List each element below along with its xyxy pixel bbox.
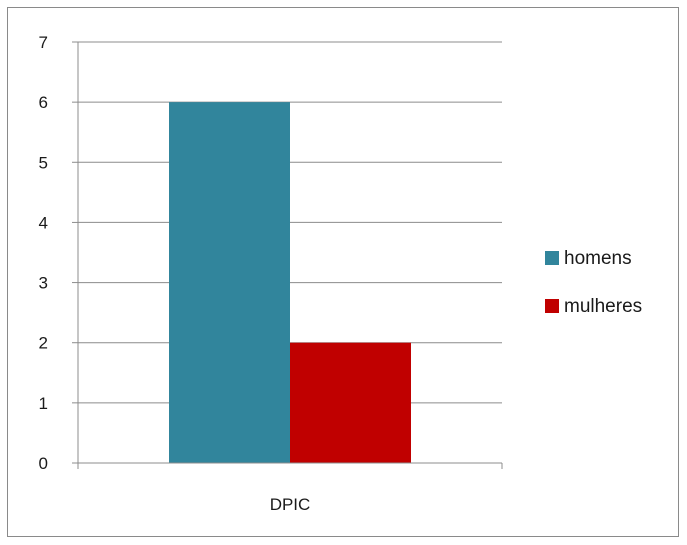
category-labels: DPIC <box>270 495 311 514</box>
bar-mulheres-DPIC <box>290 342 411 463</box>
y-tick-label-0: 0 <box>39 454 48 473</box>
axes <box>77 42 503 469</box>
y-tick-label-7: 7 <box>39 33 48 52</box>
legend-label-mulheres: mulheres <box>564 296 642 317</box>
y-tick-label-1: 1 <box>39 394 48 413</box>
bars <box>169 102 411 464</box>
x-category-label-0: DPIC <box>270 495 311 514</box>
legend-label-homens: homens <box>564 248 632 269</box>
legend-swatch-homens <box>545 251 559 265</box>
y-tick-label-6: 6 <box>39 93 48 112</box>
legend-swatch-mulheres <box>545 299 559 313</box>
y-tick-label-2: 2 <box>39 334 48 353</box>
y-tick-label-3: 3 <box>39 274 48 293</box>
y-tick-label-4: 4 <box>39 213 48 232</box>
legend: homens mulheres <box>545 248 642 317</box>
y-axis-ticks: 0 1 2 3 4 5 6 7 <box>39 33 78 473</box>
y-tick-label-5: 5 <box>39 153 48 172</box>
bar-homens-DPIC <box>169 102 290 464</box>
